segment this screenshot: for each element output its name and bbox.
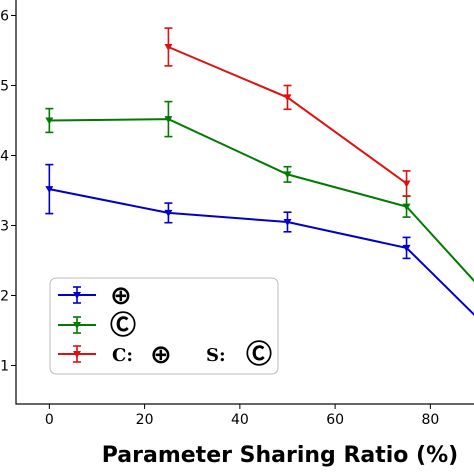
legend-label: Ⓒ	[110, 310, 136, 341]
data-point	[402, 180, 411, 188]
data-point	[283, 171, 292, 179]
data-point	[45, 186, 54, 194]
x-tick-label: 0	[45, 412, 54, 428]
data-point	[164, 209, 173, 217]
legend-frame	[49, 277, 279, 375]
data-point	[164, 116, 173, 124]
ticks-layer: 0 20 40 60 80 1 2 3 4 5 6	[0, 9, 439, 429]
x-tick-label: 40	[231, 412, 249, 428]
legend-entry-3: C: ⊕ S: Ⓒ	[58, 339, 272, 370]
legend-label: S:	[206, 345, 226, 366]
series-layer	[45, 27, 474, 316]
y-tick-label: 2	[0, 289, 9, 305]
series-3	[164, 27, 411, 197]
x-axis-title: Parameter Sharing Ratio (%)	[102, 443, 458, 468]
legend-label: Ⓒ	[246, 339, 272, 370]
data-point	[283, 219, 292, 226]
data-point	[164, 44, 173, 51]
data-point	[402, 244, 411, 252]
legend: ⊕ⒸC: ⊕ S: Ⓒ	[49, 277, 279, 375]
legend-marker	[73, 292, 81, 299]
y-tick-label: 1	[0, 359, 9, 375]
series-1	[45, 163, 474, 316]
series-2	[45, 100, 474, 283]
y-tick-label: 5	[0, 79, 9, 95]
legend-label: ⊕	[150, 340, 172, 370]
x-tick-label: 80	[421, 412, 439, 428]
legend-marker	[73, 322, 81, 329]
legend-entries: ⊕ⒸC: ⊕ S: Ⓒ	[58, 281, 272, 370]
x-tick-label: 60	[326, 412, 344, 428]
data-point	[45, 117, 54, 125]
legend-entry-2: Ⓒ	[58, 310, 136, 341]
data-point	[402, 203, 411, 211]
legend-marker	[73, 351, 81, 358]
x-tick-label: 20	[136, 412, 154, 428]
data-point	[283, 94, 292, 102]
series-line	[168, 46, 408, 185]
y-tick-label: 3	[0, 219, 9, 235]
y-tick-label: 6	[0, 9, 9, 25]
legend-label: ⊕	[110, 281, 132, 311]
y-tick-label: 4	[0, 149, 9, 165]
legend-entry-1: ⊕	[58, 281, 132, 311]
legend-label: C:	[112, 345, 133, 366]
plot-frame	[15, 0, 474, 405]
